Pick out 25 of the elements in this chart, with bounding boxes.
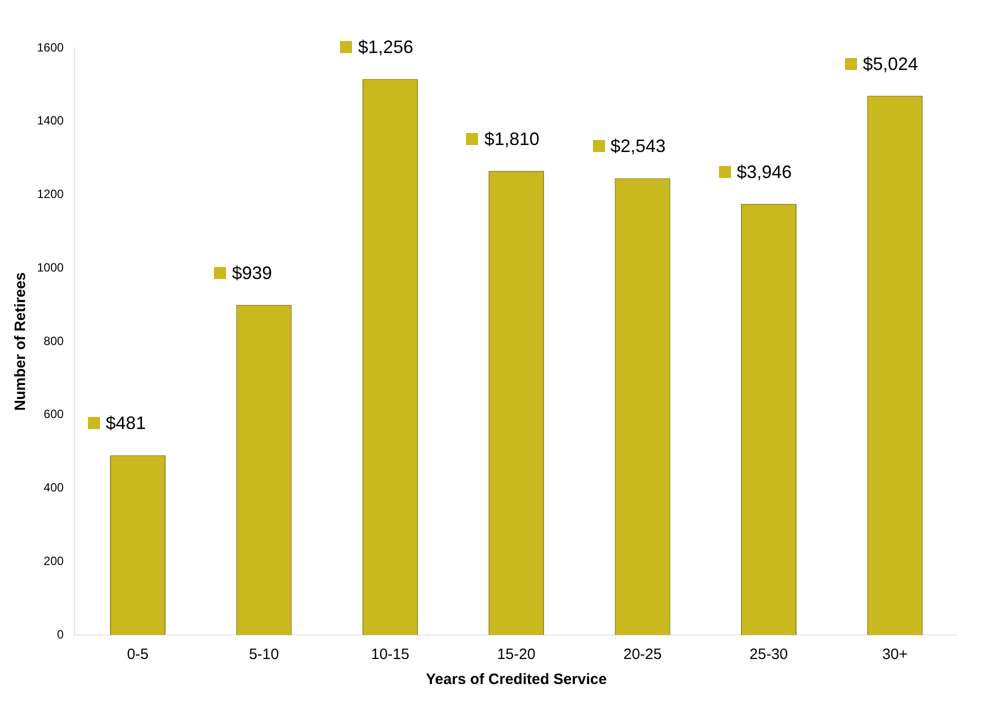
x-tick-label: 30+	[882, 646, 908, 664]
y-tick-label: 0	[57, 627, 64, 642]
y-tick-label: 200	[44, 554, 64, 568]
x-axis-title: Years of Credited Service	[426, 671, 607, 688]
y-tick-label: 1600	[36, 40, 64, 54]
y-tick-label: 1200	[36, 187, 64, 202]
x-tick-label: 20-25	[623, 646, 662, 664]
annotation: $3,946	[736, 160, 792, 183]
y-tick-label: 1000	[36, 260, 64, 274]
annotation: $1,256	[358, 36, 414, 58]
x-tick-label: 10-15	[370, 646, 410, 664]
y-tick-label: 400	[44, 480, 64, 495]
annotation: $1,810	[484, 128, 540, 150]
x-tick-label: 15-20	[497, 646, 536, 664]
annotation: $5,024	[862, 52, 918, 75]
x-tick-label: 0-5	[126, 646, 149, 664]
annotation: $939	[232, 262, 272, 284]
x-tick-label: 25-30	[750, 646, 788, 664]
y-tick-label: 1400	[36, 114, 64, 128]
x-tick-label: 5-10	[248, 646, 279, 664]
y-axis-title: Number of Retirees	[12, 272, 30, 411]
y-tick-label: 800	[44, 334, 64, 348]
y-tick-label: 600	[44, 407, 64, 422]
annotation: $2,543	[610, 135, 666, 158]
annotation: $481	[106, 412, 146, 434]
